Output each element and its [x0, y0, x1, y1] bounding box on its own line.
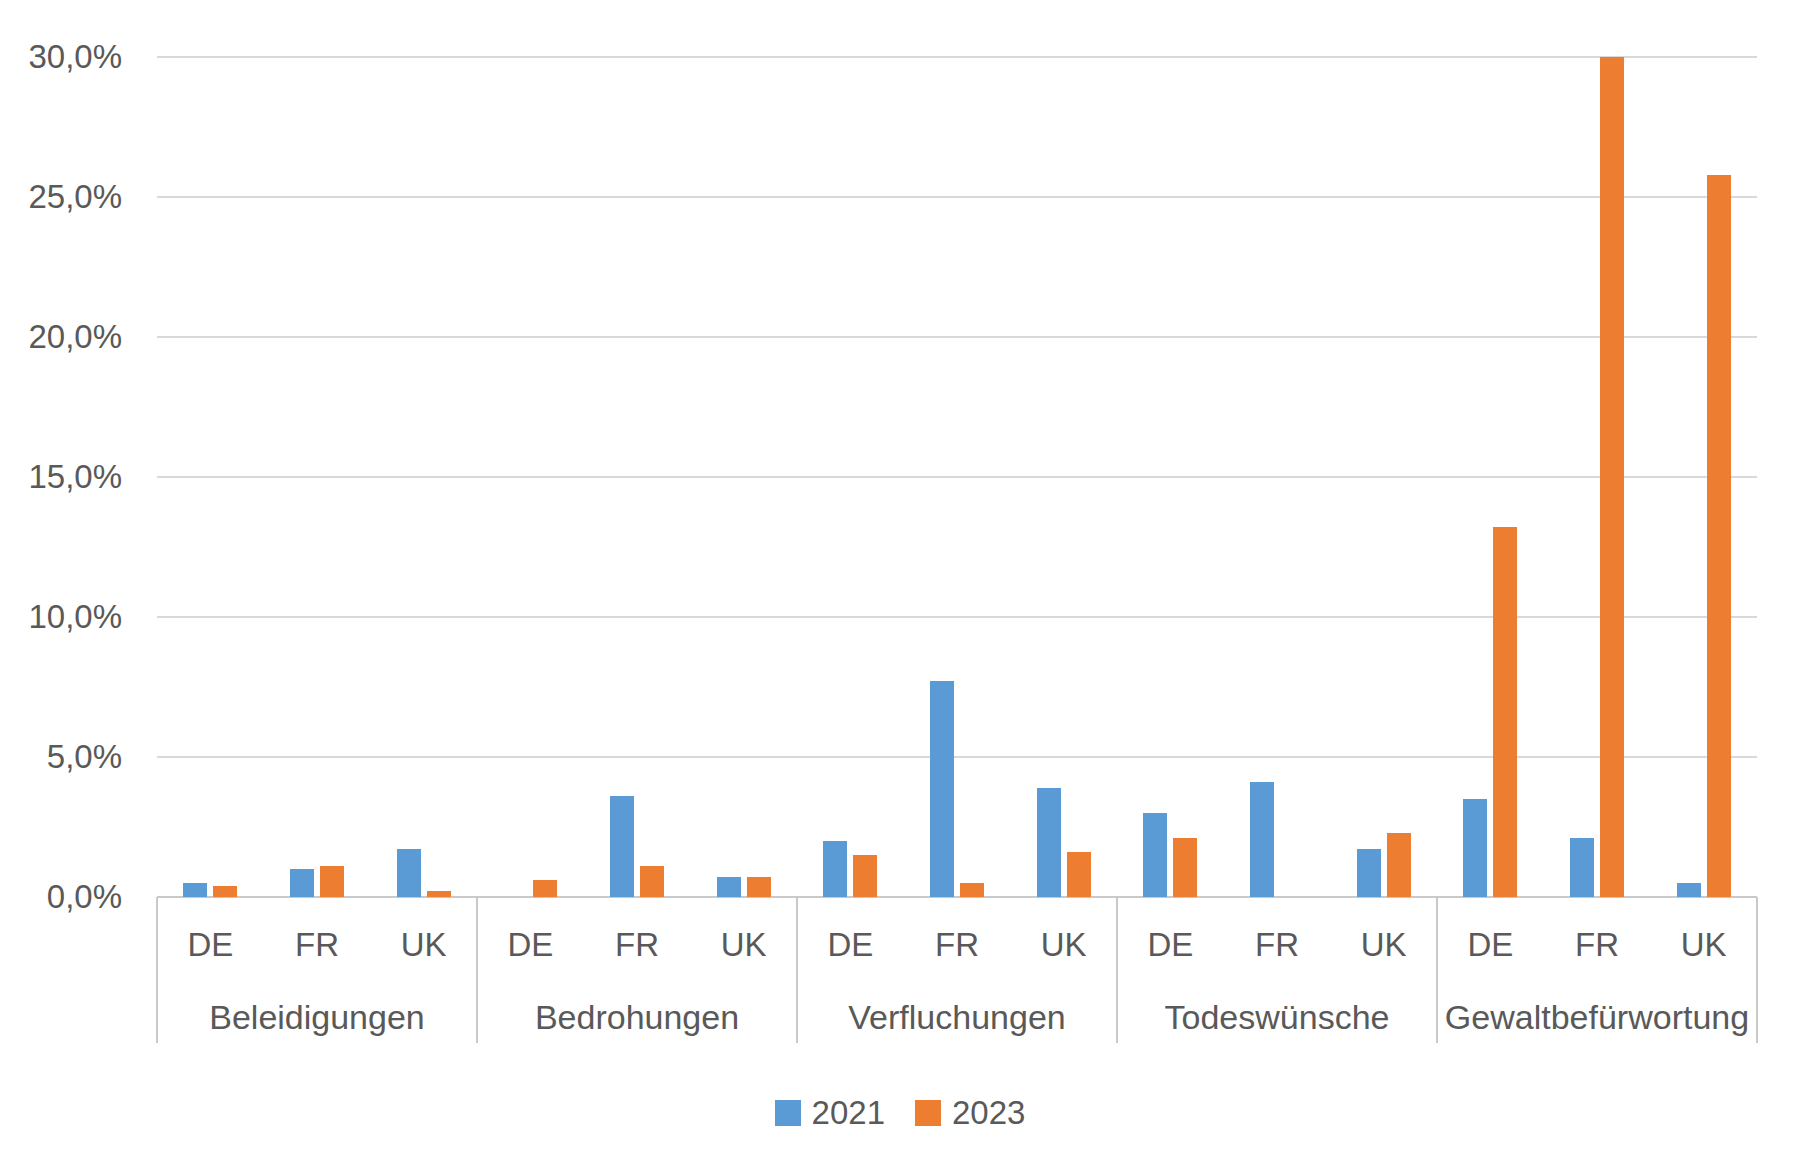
bar-2021-de-4 — [1143, 813, 1167, 897]
country-axis-label: DE — [477, 927, 584, 963]
bar-2021-uk-5 — [1677, 883, 1701, 897]
country-axis-label: FR — [584, 927, 691, 963]
legend-item-2021: 2021 — [775, 1095, 885, 1131]
bar-2023-uk-5 — [1707, 175, 1731, 897]
legend-label-2023: 2023 — [952, 1095, 1025, 1131]
bar-2021-fr-5 — [1570, 838, 1594, 897]
country-axis-label: DE — [1437, 927, 1544, 963]
bar-2021-fr-4 — [1250, 782, 1274, 897]
y-gridline — [157, 476, 1757, 478]
country-axis-label: FR — [264, 927, 371, 963]
bar-2023-de-1 — [213, 886, 237, 897]
category-axis-label: Bedrohungen — [477, 998, 797, 1036]
country-axis-label: UK — [1330, 927, 1437, 963]
y-gridline — [157, 56, 1757, 58]
country-axis-label: DE — [157, 927, 264, 963]
bar-2023-uk-1 — [427, 891, 451, 897]
bar-2023-de-2 — [533, 880, 557, 897]
bar-2021-de-1 — [183, 883, 207, 897]
y-gridline — [157, 336, 1757, 338]
y-axis-tick-label: 20,0% — [0, 320, 122, 354]
country-axis-label: UK — [370, 927, 477, 963]
bar-2023-uk-2 — [747, 877, 771, 897]
country-axis-label: UK — [1010, 927, 1117, 963]
y-axis-tick-label: 15,0% — [0, 460, 122, 494]
grouped-bar-chart: 0,0%5,0%10,0%15,0%20,0%25,0%30,0%DEFRUKB… — [0, 0, 1800, 1151]
bar-2021-uk-1 — [397, 849, 421, 897]
category-axis-label: Gewaltbefürwortung — [1437, 998, 1757, 1036]
bar-2021-fr-3 — [930, 681, 954, 897]
bar-2023-fr-5 — [1600, 57, 1624, 897]
bar-2021-fr-2 — [610, 796, 634, 897]
legend-swatch-2023 — [915, 1100, 941, 1126]
bar-2023-fr-1 — [320, 866, 344, 897]
y-axis-tick-label: 25,0% — [0, 180, 122, 214]
country-axis-label: UK — [690, 927, 797, 963]
y-gridline — [157, 196, 1757, 198]
country-axis-label: FR — [1544, 927, 1651, 963]
bar-2023-de-4 — [1173, 838, 1197, 897]
y-axis-tick-label: 0,0% — [0, 880, 122, 914]
y-axis-tick-label: 10,0% — [0, 600, 122, 634]
bar-2021-fr-1 — [290, 869, 314, 897]
bar-2021-uk-3 — [1037, 788, 1061, 897]
bar-2023-uk-4 — [1387, 833, 1411, 897]
bar-2023-uk-3 — [1067, 852, 1091, 897]
category-axis-label: Beleidigungen — [157, 998, 477, 1036]
bar-2023-fr-2 — [640, 866, 664, 897]
category-axis-label: Todeswünsche — [1117, 998, 1437, 1036]
bar-2021-uk-2 — [717, 877, 741, 897]
bar-2023-de-5 — [1493, 527, 1517, 897]
bar-2021-uk-4 — [1357, 849, 1381, 897]
country-axis-label: FR — [904, 927, 1011, 963]
legend-item-2023: 2023 — [915, 1095, 1025, 1131]
bar-2021-de-3 — [823, 841, 847, 897]
bar-2021-de-5 — [1463, 799, 1487, 897]
bar-2023-de-3 — [853, 855, 877, 897]
country-axis-label: DE — [1117, 927, 1224, 963]
bar-2023-fr-3 — [960, 883, 984, 897]
y-axis-tick-label: 30,0% — [0, 40, 122, 74]
category-axis-label: Verfluchungen — [797, 998, 1117, 1036]
y-axis-tick-label: 5,0% — [0, 740, 122, 774]
country-axis-label: DE — [797, 927, 904, 963]
legend-label-2021: 2021 — [812, 1095, 885, 1131]
country-axis-label: FR — [1224, 927, 1331, 963]
country-axis-label: UK — [1650, 927, 1757, 963]
legend: 2021 2023 — [0, 1095, 1800, 1131]
legend-swatch-2021 — [775, 1100, 801, 1126]
